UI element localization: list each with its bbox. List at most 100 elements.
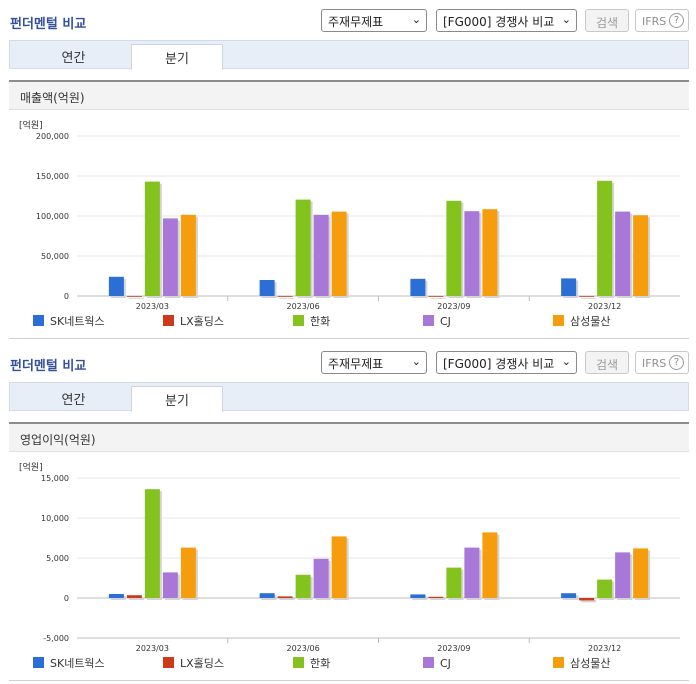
bar	[464, 547, 480, 598]
statement-select-value: 주재무제표	[328, 357, 384, 371]
legend-label: CJ	[440, 315, 451, 328]
tab-quarterly[interactable]: 분기	[131, 44, 223, 70]
bar	[144, 489, 160, 598]
peer-group-select[interactable]: [FG000] 경쟁사 비교 ⌄	[436, 9, 577, 32]
y-tick-label: 0	[64, 594, 69, 603]
bar	[428, 296, 444, 297]
chart-subtitle: 영업이익(억원)	[20, 433, 96, 447]
bar	[615, 552, 631, 598]
legend-swatch	[163, 315, 174, 326]
statement-select-value: 주재무제표	[328, 15, 384, 29]
y-tick-label: 50,000	[41, 252, 69, 261]
ifrs-info-button[interactable]: IFRS ?	[635, 9, 689, 32]
peer-group-select-value: [FG000] 경쟁사 비교	[443, 15, 555, 29]
statement-select[interactable]: 주재무제표 ⌄	[321, 9, 427, 32]
x-tick-label: 2023/09	[437, 302, 470, 311]
x-tick-label: 2023/06	[287, 302, 320, 311]
bar	[108, 594, 124, 598]
peer-group-select-value: [FG000] 경쟁사 비교	[443, 357, 555, 371]
tab-quarterly[interactable]: 분기	[131, 386, 223, 412]
panel-header: 펀더멘털 비교 주재무제표 ⌄ [FG000] 경쟁사 비교 ⌄ 검색 IFRS…	[0, 349, 696, 377]
legend-label: SK네트웍스	[50, 657, 105, 670]
bar	[126, 595, 142, 598]
bar	[108, 276, 124, 296]
period-tabs: 연간 분기	[9, 382, 689, 412]
y-tick-label: 5,000	[46, 554, 69, 563]
tab-annual[interactable]: 연간	[61, 51, 86, 66]
bar	[410, 594, 426, 598]
bar	[162, 572, 178, 598]
bar-shadow	[581, 298, 597, 299]
bar	[633, 548, 649, 598]
tab-annual[interactable]: 연간	[61, 393, 86, 408]
y-tick-label: 100,000	[36, 212, 69, 221]
bar	[482, 532, 498, 598]
unit-label: [억원]	[19, 463, 43, 473]
legend-label: SK네트웍스	[50, 315, 105, 328]
y-tick-label: 150,000	[36, 172, 69, 181]
legend-swatch	[293, 657, 304, 668]
panel-header: 펀더멘털 비교 주재무제표 ⌄ [FG000] 경쟁사 비교 ⌄ 검색 IFRS…	[0, 7, 696, 35]
bar	[482, 209, 498, 296]
bar	[597, 180, 613, 296]
legend-label: 삼성물산	[570, 315, 610, 328]
bar-shadow	[581, 600, 597, 603]
statement-select[interactable]: 주재무제표 ⌄	[321, 351, 427, 374]
peer-group-select[interactable]: [FG000] 경쟁사 비교 ⌄	[436, 351, 577, 374]
search-button[interactable]: 검색	[585, 9, 629, 32]
x-tick-label: 2023/06	[287, 644, 320, 653]
bar	[313, 214, 329, 296]
legend-label: LX홀딩스	[180, 315, 224, 328]
legend-label: CJ	[440, 657, 451, 670]
legend-label: 한화	[310, 315, 330, 328]
help-icon: ?	[669, 13, 684, 28]
legend-swatch	[423, 657, 434, 668]
bar	[446, 200, 462, 296]
period-tabs: 연간 분기	[9, 40, 689, 70]
legend-label: 삼성물산	[570, 657, 610, 670]
panel-title: 펀더멘털 비교	[10, 359, 87, 374]
revenue-bar-chart: 0 50,000 100,000 150,000 200,000 2023/03 2023/…	[33, 132, 680, 328]
bar	[313, 558, 329, 598]
y-tick-label: 15,000	[41, 474, 69, 483]
bar	[295, 574, 311, 598]
legend-swatch	[293, 315, 304, 326]
bar	[561, 593, 577, 598]
search-button[interactable]: 검색	[585, 351, 629, 374]
legend-swatch	[423, 315, 434, 326]
legend-swatch	[553, 315, 564, 326]
operating-profit-bar-chart: -5,000 0 5,000 10,000 15,000 2023/03 2023/06 20…	[33, 474, 680, 670]
y-tick-label: 10,000	[41, 514, 69, 523]
chart-subtitle-bar: 영업이익(억원)	[9, 422, 689, 452]
bar	[615, 211, 631, 296]
divider	[9, 338, 689, 339]
y-tick-label: -5,000	[43, 634, 69, 643]
ifrs-info-button[interactable]: IFRS ?	[635, 351, 689, 374]
y-tick-label: 200,000	[36, 132, 69, 141]
bar-shadow	[279, 298, 295, 299]
help-icon: ?	[669, 355, 684, 370]
chevron-down-icon: ⌄	[561, 13, 571, 26]
bar	[464, 211, 480, 296]
y-tick-label: 0	[64, 292, 69, 301]
legend-swatch	[553, 657, 564, 668]
x-tick-label: 2023/03	[136, 302, 169, 311]
bar	[259, 593, 275, 598]
fundamental-panel-revenue: 펀더멘털 비교 주재무제표 ⌄ [FG000] 경쟁사 비교 ⌄ 검색 IFRS…	[0, 7, 696, 339]
x-tick-label: 2023/12	[588, 644, 621, 653]
divider	[9, 680, 689, 681]
x-tick-label: 2023/12	[588, 302, 621, 311]
bar	[331, 211, 347, 296]
panel-title: 펀더멘털 비교	[10, 17, 87, 32]
x-tick-label: 2023/09	[437, 644, 470, 653]
bar	[428, 596, 444, 598]
chart-subtitle: 매출액(억원)	[20, 91, 85, 105]
bar	[277, 596, 293, 598]
chevron-down-icon: ⌄	[411, 355, 421, 368]
unit-label: [억원]	[19, 121, 43, 131]
legend-swatch	[33, 657, 44, 668]
bar	[579, 598, 595, 601]
bar-shadow	[128, 597, 144, 600]
bar-shadow	[128, 298, 144, 299]
bar	[126, 296, 142, 297]
